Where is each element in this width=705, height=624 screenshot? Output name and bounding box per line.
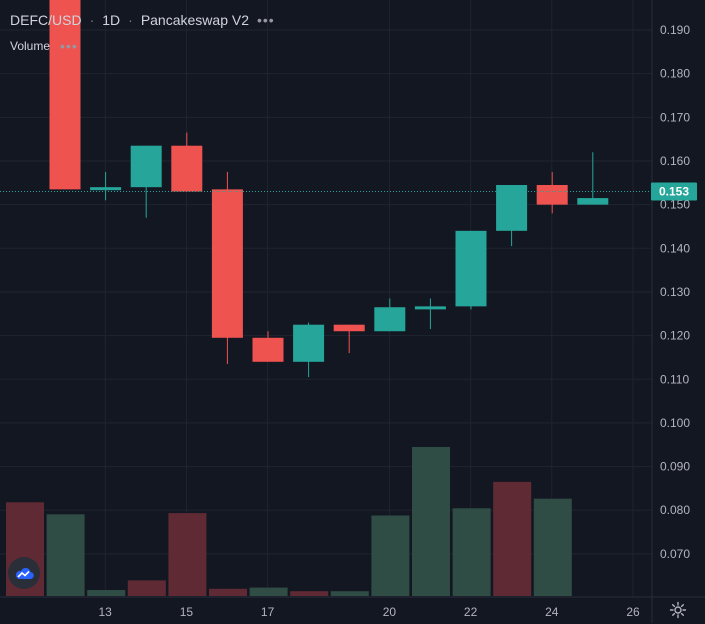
volume-bar: [209, 588, 247, 596]
candle-body: [49, 0, 81, 190]
legend-separator: ·: [89, 12, 95, 28]
volume-label-text: Volume: [10, 39, 51, 53]
legend-separator: ·: [128, 12, 133, 28]
date-tick-label: 24: [545, 605, 559, 619]
price-tick-label: 0.080: [660, 503, 690, 517]
candle-body: [211, 189, 243, 338]
price-tick-label: 0.130: [660, 285, 690, 299]
price-tick-label: 0.090: [660, 460, 690, 474]
candle-layer: [0, 0, 652, 378]
cloud-icon: [15, 567, 34, 580]
price-tick-label: 0.070: [660, 547, 690, 561]
legend-more-button[interactable]: •••: [257, 12, 275, 28]
price-tick-label: 0.110: [660, 372, 689, 386]
date-tick-label: 15: [180, 605, 194, 619]
volume-more-button[interactable]: •••: [60, 38, 78, 54]
price-tick-label: 0.140: [660, 241, 690, 255]
price-tick-label: 0.120: [660, 329, 690, 343]
price-tick-label: 0.170: [660, 110, 690, 124]
volume-bar: [371, 515, 410, 596]
volume-bar: [290, 591, 329, 596]
volume-bar: [46, 514, 85, 596]
gear-icon[interactable]: [669, 601, 687, 619]
last-price-label: 0.153: [659, 185, 689, 199]
candle-body: [333, 324, 365, 332]
candle-body: [536, 184, 568, 205]
volume-bar: [168, 513, 207, 596]
candle-body: [496, 184, 528, 231]
price-tick-label: 0.100: [660, 416, 690, 430]
tradingview-cloud-icon[interactable]: [8, 557, 40, 589]
volume-bar: [249, 587, 288, 596]
candle-body: [374, 307, 406, 332]
volume-bar: [412, 447, 450, 596]
symbol-label[interactable]: DEFC/USD: [10, 12, 82, 28]
candle-body: [455, 230, 487, 307]
volume-bar: [87, 589, 126, 596]
volume-bar: [452, 508, 491, 596]
last-price-label-bg: [651, 182, 697, 201]
date-tick-label: 26: [626, 605, 640, 619]
interval-label[interactable]: 1D: [102, 12, 121, 28]
price-axis[interactable]: 0.190 0.180 0.170 0.160 0.150 0.140 0.130 0.120…: [651, 0, 697, 623]
volume-bar: [533, 498, 572, 596]
candle-body: [293, 324, 325, 362]
volume-bar: [127, 580, 166, 596]
chart-legend[interactable]: DEFC/USD · 1D · Pancakeswap V2 •••: [10, 12, 275, 28]
price-tick-label: 0.180: [660, 67, 690, 81]
date-tick-label: 13: [99, 605, 113, 619]
date-tick-label: 17: [261, 605, 275, 619]
exchange-label: Pancakeswap V2: [140, 12, 249, 28]
price-tick-label: 0.160: [660, 154, 690, 168]
volume-legend[interactable]: Volume •••: [10, 38, 78, 54]
price-tick-label: 0.190: [660, 23, 690, 37]
candle-body: [171, 145, 203, 192]
volume-bar: [330, 591, 369, 596]
candle-body: [414, 306, 446, 310]
candle-body: [130, 145, 162, 188]
time-axis[interactable]: 13 15 17 20 22 24 26: [0, 596, 705, 619]
price-tick-label: 0.150: [660, 198, 690, 212]
volume-layer: [6, 447, 572, 596]
date-tick-label: 20: [383, 605, 397, 619]
volume-bar: [493, 481, 532, 596]
date-tick-label: 22: [464, 605, 478, 619]
candle-body: [252, 337, 284, 362]
candle-body: [90, 187, 122, 191]
candle-body: [577, 198, 609, 205]
